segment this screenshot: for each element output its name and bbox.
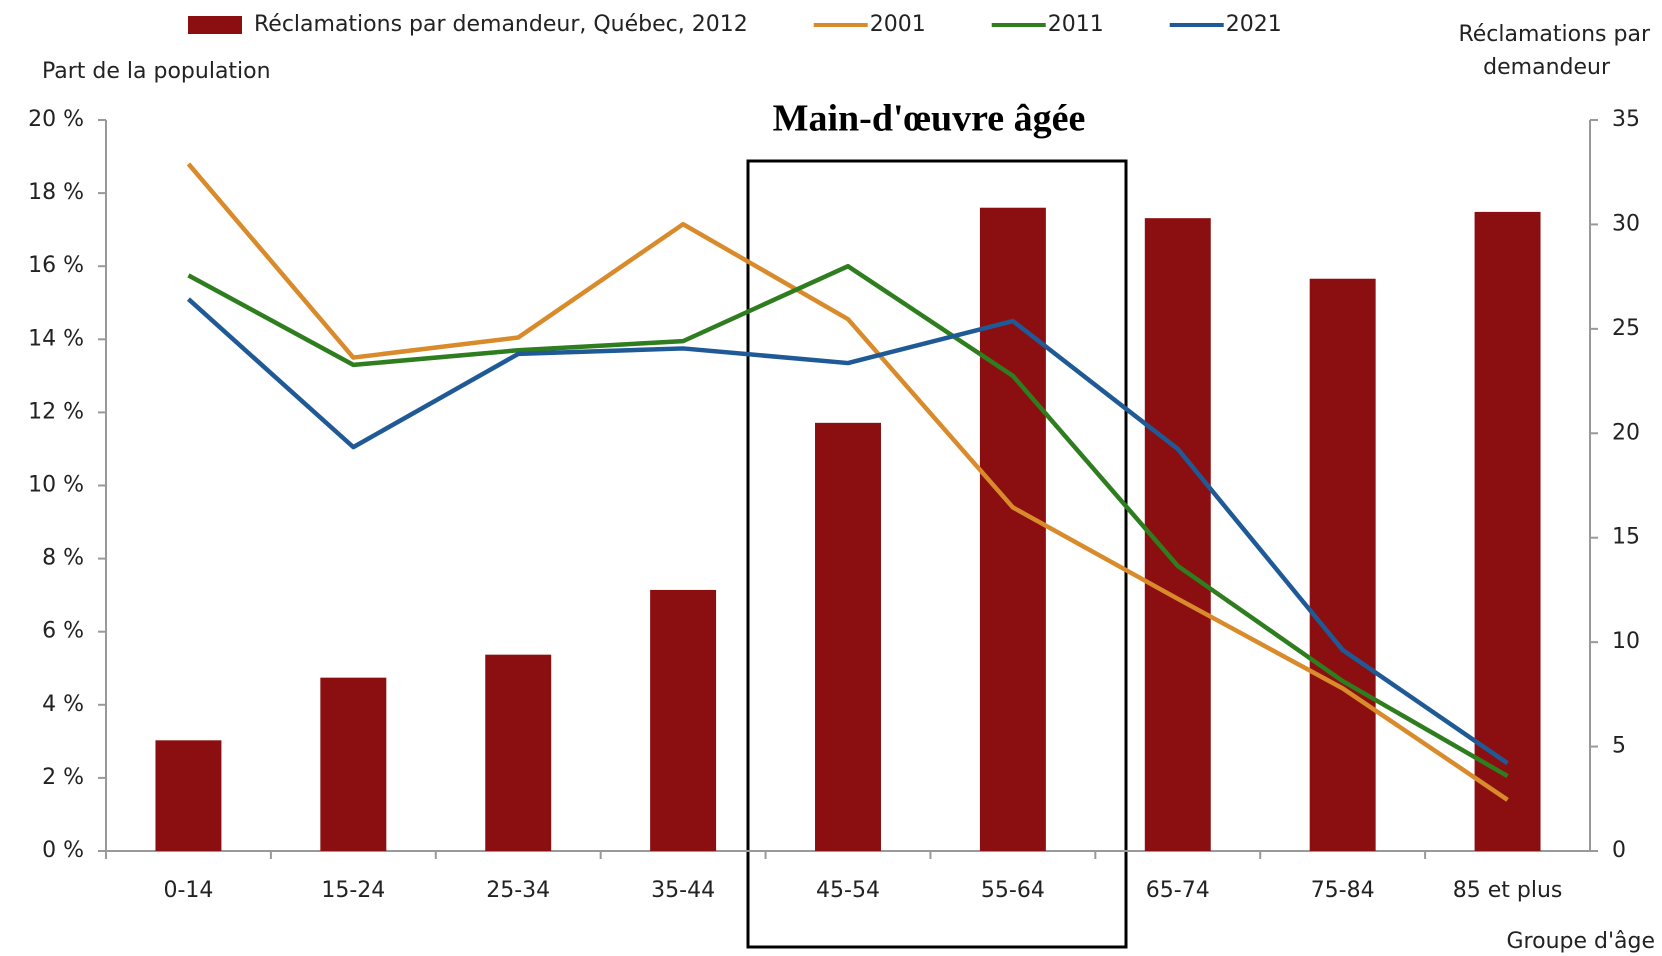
x-axis-title: Groupe d'âge [1507,929,1656,954]
x-tick-label: 55-64 [981,878,1045,903]
y2-tick-label: 25 [1612,316,1640,341]
legend-label: Réclamations par demandeur, Québec, 2012 [254,12,748,37]
bar [979,207,1046,852]
y-tick-label: 20 % [28,107,84,132]
y-tick-label: 12 % [28,399,84,424]
line [187,263,1509,779]
y-tick-label: 6 % [42,619,84,644]
x-tick-label: 0-14 [163,878,213,903]
x-tick-label: 45-54 [816,878,880,903]
bar [1474,211,1541,851]
y-tick-label: 10 % [28,473,84,498]
bar [815,422,881,851]
bar [1309,278,1376,851]
legend-label: 2011 [1048,12,1104,37]
y2-tick-label: 30 [1612,211,1640,236]
y-tick-label: 2 % [42,765,84,790]
y2-tick-label: 10 [1612,629,1640,654]
legend-label: 2021 [1226,12,1282,37]
y-axis-title: Part de la population [42,59,271,84]
annotation: Main-d'œuvre âgée [773,98,1086,140]
line [186,297,1509,766]
x-tick-label: 15-24 [321,878,385,903]
y2-tick-label: 5 [1612,734,1626,759]
bar [1144,218,1211,852]
x-tick-label: 25-34 [486,878,550,903]
y2-axis-title: demandeur [1483,55,1611,80]
y-tick-label: 4 % [42,692,84,717]
y-tick-label: 14 % [28,326,84,351]
y-tick-label: 18 % [28,180,84,205]
y2-axis-title: Réclamations par [1458,22,1650,47]
line [186,162,1509,802]
y-tick-label: 8 % [42,546,84,571]
y2-tick-label: 35 [1612,107,1640,132]
y2-tick-label: 15 [1612,525,1640,550]
y2-tick-label: 20 [1612,420,1640,445]
x-tick-label: 35-44 [651,878,715,903]
annotation-box [746,159,1128,949]
bar [320,677,387,851]
bar [155,740,222,851]
x-tick-label: 85 et plus [1453,878,1563,903]
bar [650,589,717,851]
y-tick-label: 0 % [42,838,84,863]
x-tick-label: 75-84 [1311,878,1375,903]
legend-swatch [188,16,242,34]
legend-label: 2001 [870,12,926,37]
y-tick-label: 16 % [28,253,84,278]
y2-tick-label: 0 [1612,838,1626,863]
bar [485,654,552,851]
x-tick-label: 65-74 [1146,878,1210,903]
